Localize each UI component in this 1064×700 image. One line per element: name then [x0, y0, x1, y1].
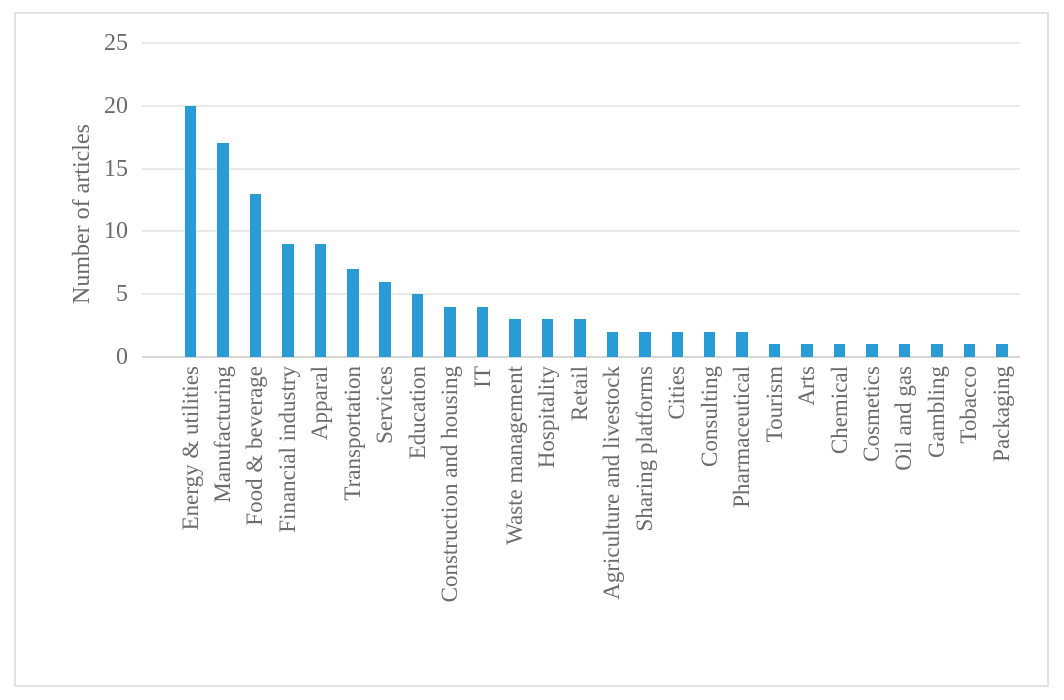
grid-line [142, 104, 1020, 107]
x-category-label: Agriculture and livestock [599, 366, 625, 600]
grid-line [142, 230, 1020, 233]
bar [963, 344, 976, 357]
x-category-label: Financial industry [274, 366, 300, 533]
x-category-label: Sharing platforms [631, 366, 657, 532]
bar [574, 319, 586, 357]
y-tick-label: 0 [116, 344, 128, 370]
x-category-label: Construction and housing [437, 366, 463, 603]
bar [639, 331, 651, 357]
grid-line [142, 293, 1020, 296]
y-tick-label: 15 [104, 155, 128, 182]
bar [476, 306, 489, 357]
y-tick-label: 20 [104, 92, 128, 119]
bar [833, 344, 846, 357]
x-category-label: Pharmaceutical [729, 366, 755, 508]
bar [866, 344, 878, 357]
x-category-label: Arts [794, 366, 820, 406]
bar [736, 331, 748, 357]
bar [249, 193, 262, 357]
x-category-label: Manufacturing [209, 366, 235, 503]
x-category-label: Consulting [696, 366, 722, 467]
bar [768, 344, 781, 357]
bar [444, 306, 456, 357]
grid-line [142, 42, 1020, 44]
bar [379, 281, 391, 357]
y-tick-label: 10 [104, 218, 128, 245]
y-tick-label: 5 [116, 281, 128, 308]
x-category-label: Chemical [826, 366, 852, 455]
bar [184, 105, 197, 357]
bar [541, 319, 554, 357]
bar [898, 344, 911, 357]
grid-line [142, 167, 1020, 170]
chart-frame: Number of articles 0 5 10 15 20 25 Energy & ut… [14, 12, 1049, 687]
x-category-label: Retail [566, 366, 592, 421]
x-category-label: IT [469, 366, 495, 388]
x-category-label: Waste management [502, 366, 527, 545]
bar [996, 344, 1008, 357]
bar [509, 319, 521, 357]
bar [671, 331, 683, 357]
x-category-label: Transportation [339, 366, 365, 501]
bar [347, 269, 359, 357]
bar [801, 344, 813, 357]
y-tick-label: 25 [104, 30, 128, 56]
bar [606, 331, 619, 357]
bar [282, 243, 294, 357]
x-category-label: Tobacco [956, 366, 982, 444]
x-category-label: Services [372, 366, 398, 444]
x-category-label: Hospitality [534, 366, 560, 469]
x-axis-line [142, 356, 1020, 358]
x-category-label: Gambling [923, 366, 949, 458]
x-category-label: Cities [664, 366, 690, 420]
x-category-label: Energy & utilities [177, 366, 203, 531]
x-category-label: Apparal [307, 366, 333, 441]
bar [411, 294, 424, 357]
x-category-label: Tourism [761, 366, 787, 443]
bar [217, 143, 229, 357]
x-category-label: Oil and gas [891, 366, 917, 471]
bar [931, 344, 943, 357]
x-category-label: Education [404, 366, 430, 460]
x-category-label: Food & beverage [242, 366, 268, 526]
bar [703, 331, 716, 357]
x-category-label: Cosmetics [858, 366, 884, 462]
bar [314, 243, 327, 357]
x-category-label: Packaging [988, 366, 1014, 462]
